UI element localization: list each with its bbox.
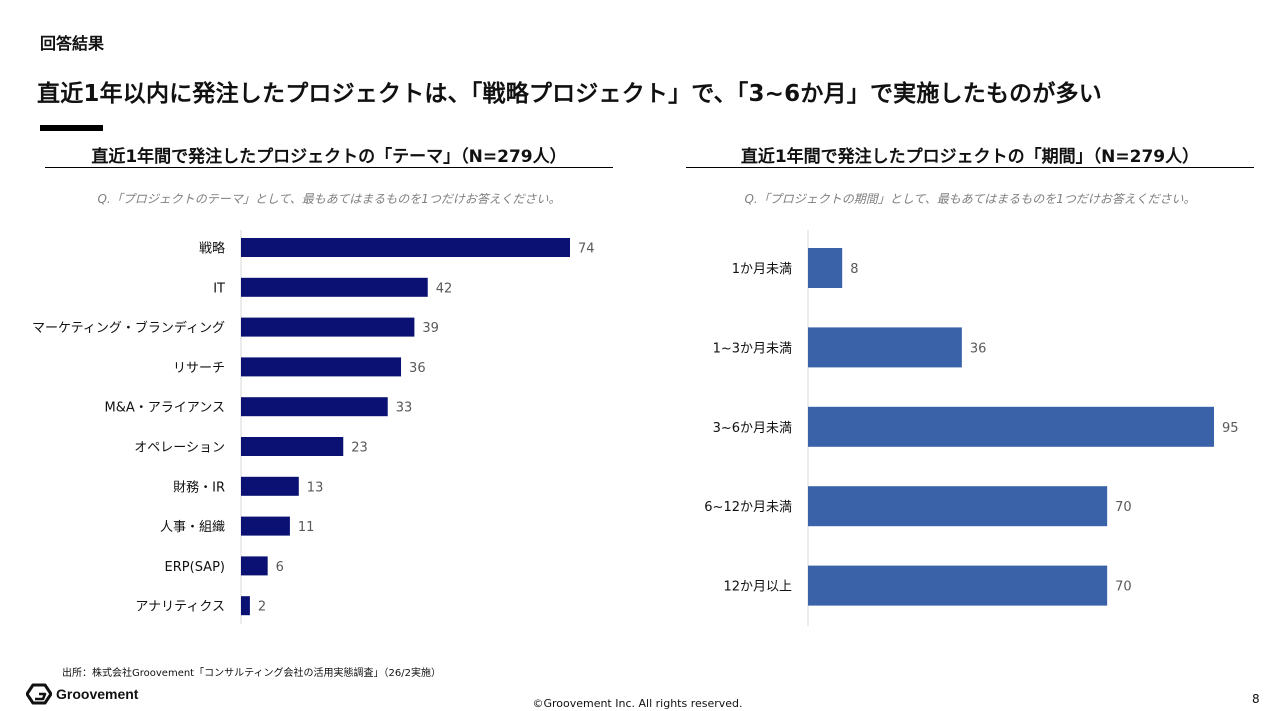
theme-question: Q.「プロジェクトのテーマ」として、最もあてはまるものを1つだけお答えください。 <box>97 192 561 206</box>
groovement-logo: Groovement <box>26 683 138 705</box>
source-note: 出所：株式会社Groovement「コンサルティング会社の活用実態調査」（26/… <box>62 668 441 679</box>
duration-category-label: 6~12か月未満 <box>704 500 792 515</box>
theme-category-label: M&A・アライアンス <box>105 401 225 416</box>
theme-value-label: 36 <box>409 361 426 376</box>
page-number: 8 <box>1252 692 1260 706</box>
duration-bar <box>808 248 843 288</box>
theme-category-label: オペレーション <box>134 441 225 456</box>
theme-value-label: 33 <box>396 401 413 416</box>
duration-value-label: 8 <box>850 262 858 277</box>
section-label: 回答結果 <box>40 34 105 53</box>
duration-bar <box>808 486 1108 527</box>
page-headline: 直近1年以内に発注したプロジェクトは、「戦略プロジェクト」で、「3~6か月」で実… <box>37 81 1102 107</box>
theme-chart-title: 直近1年間で発注したプロジェクトの「テーマ」（N=279人） <box>45 142 613 168</box>
theme-value-label: 6 <box>276 560 284 575</box>
duration-value-label: 95 <box>1222 421 1239 436</box>
theme-bar <box>241 437 344 456</box>
theme-bar <box>241 317 415 337</box>
duration-value-label: 36 <box>970 341 987 356</box>
logo-text: Groovement <box>56 686 139 702</box>
theme-bar <box>241 556 268 576</box>
duration-bar <box>808 565 1108 606</box>
accent-bar <box>40 125 103 131</box>
duration-value-label: 70 <box>1115 580 1132 595</box>
theme-category-label: リサーチ <box>173 361 225 376</box>
theme-category-label: 人事・組織 <box>160 520 225 535</box>
duration-category-label: 1か月未満 <box>732 262 792 277</box>
theme-category-label: 財務・IR <box>173 480 225 495</box>
theme-bar <box>241 596 250 616</box>
theme-value-label: 2 <box>258 600 266 615</box>
theme-value-label: 42 <box>436 281 453 296</box>
duration-category-label: 3~6か月未満 <box>713 421 792 436</box>
duration-bar <box>808 327 962 368</box>
theme-category-label: ERP(SAP) <box>165 560 225 575</box>
theme-category-label: マーケティング・ブランディング <box>32 320 225 336</box>
theme-value-label: 74 <box>578 242 595 257</box>
duration-bar <box>808 406 1214 447</box>
theme-bar <box>241 397 388 417</box>
theme-bar <box>241 357 402 377</box>
theme-value-label: 23 <box>351 441 368 456</box>
duration-category-label: 1~3か月未満 <box>713 341 792 356</box>
theme-value-label: 11 <box>298 520 315 535</box>
duration-chart-title: 直近1年間で発注したプロジェクトの「期間」（N=279人） <box>686 142 1254 168</box>
theme-bar <box>241 277 428 297</box>
theme-category-label: アナリティクス <box>135 600 225 615</box>
theme-bar <box>241 516 290 536</box>
duration-value-label: 70 <box>1115 500 1132 515</box>
copyright: ©Groovement Inc. All rights reserved. <box>532 697 743 710</box>
duration-question: Q.「プロジェクトの期間」として、最もあてはまるものを1つだけお答えください。 <box>744 192 1196 206</box>
duration-category-label: 12か月以上 <box>723 580 792 595</box>
theme-value-label: 39 <box>422 321 439 336</box>
theme-bar <box>241 238 570 257</box>
theme-category-label: IT <box>213 281 225 296</box>
groovement-logo-icon <box>26 683 52 705</box>
theme-bar <box>241 476 299 496</box>
theme-value-label: 13 <box>307 480 324 495</box>
theme-category-label: 戦略 <box>199 241 225 257</box>
